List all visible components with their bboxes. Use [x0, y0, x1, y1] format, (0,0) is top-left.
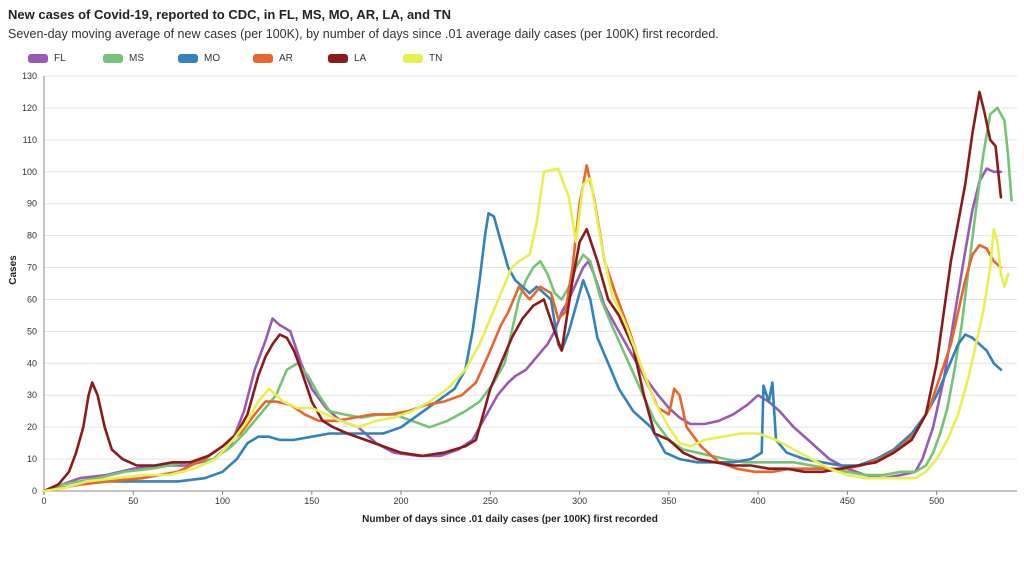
y-tick-label: 80: [27, 231, 37, 241]
series-lines: [42, 90, 1013, 493]
series-line-tn: [42, 167, 1010, 493]
series-line-mo: [42, 212, 1003, 493]
legend-swatch: [328, 54, 348, 63]
legend-label: LA: [354, 53, 367, 64]
series-line-ar: [42, 164, 1003, 493]
legend-label: FL: [54, 53, 66, 64]
x-tick-label: 250: [483, 496, 498, 506]
x-tick-label: 350: [661, 496, 676, 506]
legend-item-fl[interactable]: FL: [28, 53, 66, 69]
series-line-fl: [42, 167, 1003, 493]
x-tick-label: 100: [215, 496, 230, 506]
legend-label: AR: [279, 53, 293, 64]
y-tick-label: 90: [27, 199, 37, 209]
x-tick-label: 400: [751, 496, 766, 506]
legend-item-ms[interactable]: MS: [103, 53, 144, 69]
chart-subtitle: Seven-day moving average of new cases (p…: [8, 27, 719, 41]
y-tick-label: 120: [22, 103, 37, 113]
y-axis-label: Cases: [8, 255, 19, 285]
legend-swatch: [103, 54, 123, 63]
legend-item-la[interactable]: LA: [328, 53, 366, 69]
y-tick-label: 130: [22, 71, 37, 81]
x-tick-label: 500: [929, 496, 944, 506]
legend-item-ar[interactable]: AR: [253, 53, 293, 69]
y-tick-label: 20: [27, 422, 37, 432]
legend-item-tn[interactable]: TN: [403, 53, 442, 69]
x-tick-label: 300: [572, 496, 587, 506]
y-tick-label: 50: [27, 326, 37, 336]
legend-label: MO: [204, 53, 221, 64]
gridlines: [44, 75, 1017, 492]
x-tick-label: 450: [840, 496, 855, 506]
legend-swatch: [178, 54, 198, 63]
y-tick-label: 10: [27, 454, 37, 464]
y-tick-label: 100: [22, 167, 37, 177]
x-tick-label: 200: [394, 496, 409, 506]
legend-swatch: [253, 54, 273, 63]
y-tick-label: 0: [32, 486, 37, 496]
y-tick-label: 70: [27, 263, 37, 273]
x-axis-label: Number of days since .01 daily cases (pe…: [362, 514, 658, 525]
legend-item-mo[interactable]: MO: [178, 53, 220, 69]
x-tick-label: 0: [41, 496, 46, 506]
y-tick-label: 110: [23, 135, 37, 145]
legend-swatch: [28, 54, 48, 63]
legend-swatch: [403, 54, 423, 63]
y-tick-label: 40: [27, 358, 37, 368]
legend-label: MS: [129, 53, 144, 64]
legend-label: TN: [429, 53, 443, 64]
axes: 0 10 20 30 40 50 60 70 80 90 100 110 120 130 0 50 100 150…: [22, 71, 1017, 506]
y-tick-label: 30: [27, 390, 37, 400]
y-tick-label: 60: [27, 294, 37, 304]
chart-title: New cases of Covid-19, reported to CDC, …: [8, 7, 452, 22]
x-tick-label: 50: [128, 496, 138, 506]
x-tick-label: 150: [304, 496, 319, 506]
series-line-la: [42, 90, 1003, 493]
